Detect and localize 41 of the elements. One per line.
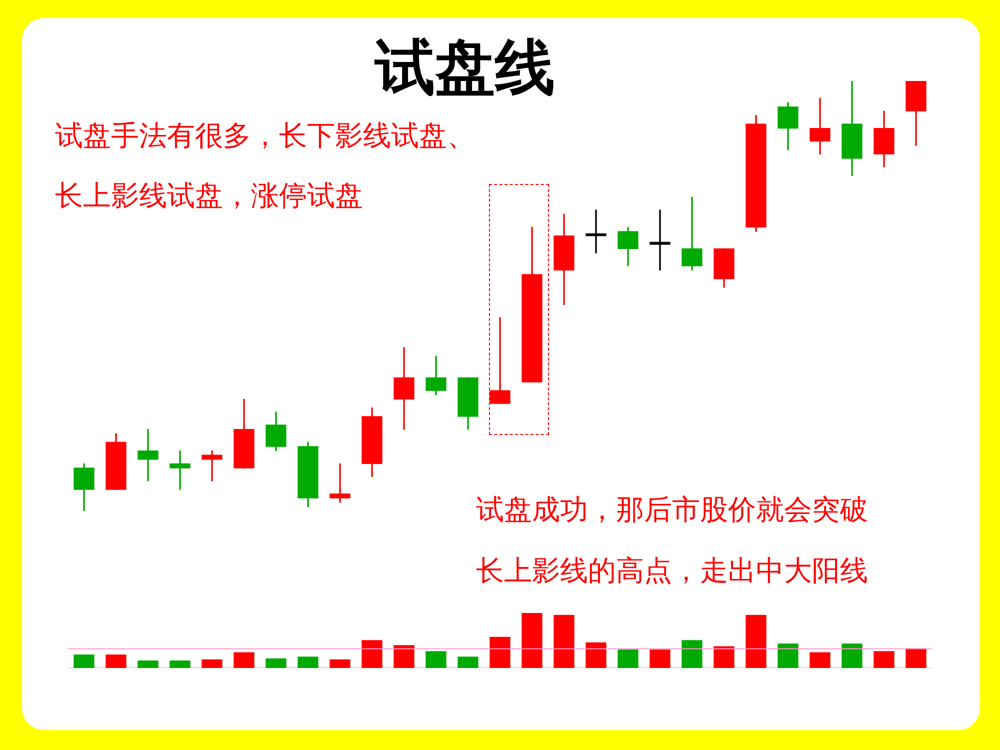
bar — [458, 656, 478, 668]
bar — [362, 640, 382, 668]
bar — [106, 654, 126, 668]
bar — [874, 651, 894, 668]
candlestick — [330, 463, 350, 503]
bar — [810, 652, 830, 668]
annotation: 试盘手法有很多，长下影线试盘、 — [55, 118, 475, 154]
bar — [234, 652, 254, 668]
bar — [714, 646, 734, 668]
text: 长上影线的高点，走出中大阳线 — [476, 553, 868, 589]
bar — [778, 643, 798, 668]
annotation: 试盘成功，那后市股价就会突破 — [476, 492, 868, 528]
bar — [298, 656, 318, 668]
bar — [170, 660, 190, 668]
bar — [682, 640, 702, 668]
bar — [586, 642, 606, 668]
bar — [746, 614, 766, 668]
bar — [906, 648, 926, 668]
bar — [330, 659, 350, 668]
bar — [266, 658, 286, 668]
candlestick — [490, 317, 510, 404]
candlestick — [650, 210, 670, 271]
bar — [842, 643, 862, 668]
candlestick — [202, 450, 222, 482]
bar — [554, 614, 574, 668]
bar — [74, 654, 94, 668]
bar — [202, 659, 222, 668]
annotation: 长上影线试盘，涨停试盘 — [55, 178, 363, 214]
candlestick — [170, 450, 190, 490]
bar — [490, 636, 510, 668]
bar — [522, 613, 542, 668]
bar — [138, 660, 158, 668]
chart-title: 试盘线 — [373, 32, 556, 105]
candlestick — [682, 196, 702, 271]
candlestick — [586, 210, 606, 254]
bar — [650, 650, 670, 668]
candlestick — [138, 428, 158, 482]
bar — [618, 650, 638, 668]
bar — [426, 651, 446, 668]
bar — [394, 645, 414, 668]
candlestick — [810, 98, 830, 154]
